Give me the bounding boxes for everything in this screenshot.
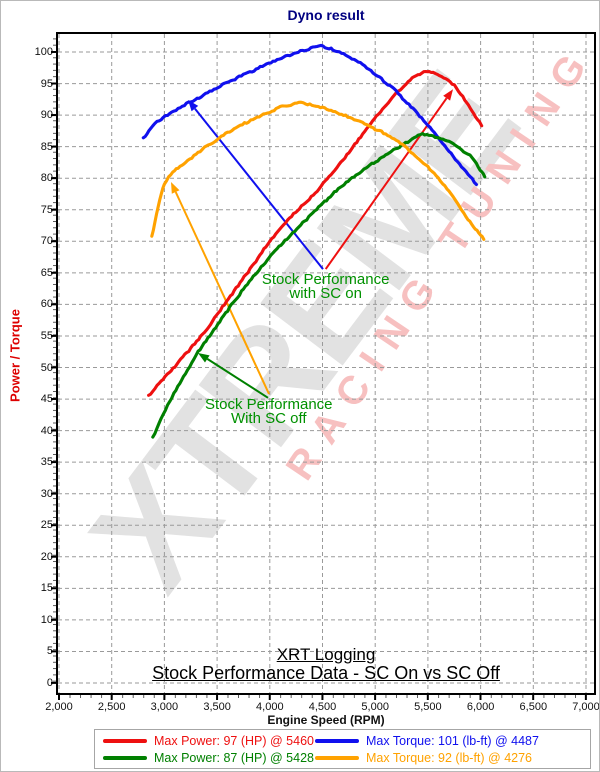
x-tick-label: 4,000: [256, 701, 284, 713]
y-tick-label: 75: [40, 203, 53, 216]
y-axis-major-ticks: [51, 34, 56, 684]
legend-item: Max Torque: 92 (lb-ft) @ 4276: [315, 751, 590, 765]
footnote-line-1: XRT Logging: [276, 645, 376, 664]
legend-label: Max Torque: 101 (lb-ft) @ 4487: [366, 733, 539, 748]
footnote-line-2: Stock Performance Data - SC On vs SC Off: [152, 663, 500, 683]
plot-frame: [56, 32, 596, 695]
annotation-arrow-shaft: [324, 97, 448, 270]
legend-label: Max Torque: 92 (lb-ft) @ 4276: [366, 750, 533, 765]
curve-torque_sc_on: [141, 43, 478, 187]
y-tick-label: 85: [40, 140, 53, 153]
y-axis-label: Power / Torque: [7, 309, 23, 402]
legend-line-swatch: [103, 738, 147, 743]
y-tick-label: 50: [40, 361, 53, 374]
legend-line-swatch: [103, 755, 147, 760]
y-tick-label: 100: [34, 46, 53, 58]
y-tick-label: 55: [40, 329, 53, 342]
legend-label: Max Power: 87 (HP) @ 5428: [154, 750, 314, 765]
y-tick-label: 80: [40, 172, 53, 185]
legend-item: Max Torque: 101 (lb-ft) @ 4487: [315, 734, 590, 748]
legend-panel: Max Power: 97 (HP) @ 5460 Max Torque: 101…: [94, 729, 591, 769]
legend-item: Max Power: 97 (HP) @ 5460: [103, 734, 315, 748]
y-tick-label: 65: [40, 266, 53, 279]
y-tick-label: 45: [40, 393, 53, 406]
annotation-arrow-head: [198, 353, 210, 363]
y-tick-label: 70: [40, 235, 53, 248]
annotation-arrow-shaft: [206, 358, 269, 399]
x-tick-label: 6,000: [466, 701, 495, 713]
x-tick-label: 5,500: [414, 701, 442, 713]
y-tick-label: 20: [40, 550, 53, 563]
annotation-arrow: [171, 182, 270, 395]
y-tick-label: 95: [40, 77, 53, 90]
x-axis-major-ticks: [58, 695, 587, 700]
plot-canvas: [58, 34, 594, 693]
x-tick-label: 2,500: [97, 701, 126, 713]
x-tick-label: 7,000: [572, 701, 600, 713]
y-tick-label: 25: [40, 519, 53, 532]
annotation-arrow-shaft: [174, 191, 270, 395]
y-tick-label: 30: [40, 487, 53, 500]
x-tick-label: 3,000: [150, 701, 179, 713]
legend-line-swatch: [315, 738, 359, 743]
x-tick-label: 2,000: [45, 701, 73, 713]
y-tick-label: 5: [46, 645, 53, 658]
y-tick-label: 10: [40, 613, 53, 626]
callout-text: Stock Performance With SC off: [204, 396, 333, 428]
x-tick-label: 4,500: [308, 701, 337, 713]
callout-text: Stock Performance with SC on: [261, 270, 390, 302]
y-tick-label: 15: [40, 582, 53, 595]
curve-power_sc_on: [147, 69, 484, 397]
annotation-arrow-head: [171, 182, 180, 194]
x-axis-label: Engine Speed (RPM): [267, 713, 385, 727]
curve-power_sc_off: [151, 132, 487, 439]
x-tick-label: 6,500: [519, 701, 548, 713]
x-tick-label: 5,000: [361, 701, 389, 713]
y-tick-label: 60: [40, 298, 53, 311]
y-tick-label: 35: [40, 456, 53, 469]
annotation-arrow: [198, 353, 269, 399]
grid-lines: [58, 34, 594, 693]
chart-title: Dyno result: [287, 7, 365, 23]
annotation-arrow: [188, 100, 324, 270]
y-tick-label: 0: [46, 677, 53, 689]
curve-torque_sc_off: [150, 100, 486, 241]
legend-line-swatch: [315, 755, 359, 760]
legend-item: Max Power: 87 (HP) @ 5428: [103, 751, 315, 765]
y-tick-label: 90: [40, 109, 53, 122]
annotation-arrow-head: [443, 89, 453, 101]
annotation-arrow: [324, 89, 453, 270]
y-tick-label: 40: [40, 424, 53, 437]
x-tick-label: 3,500: [203, 701, 231, 713]
legend-label: Max Power: 97 (HP) @ 5460: [154, 733, 314, 748]
annotation-arrow-shaft: [194, 107, 324, 270]
